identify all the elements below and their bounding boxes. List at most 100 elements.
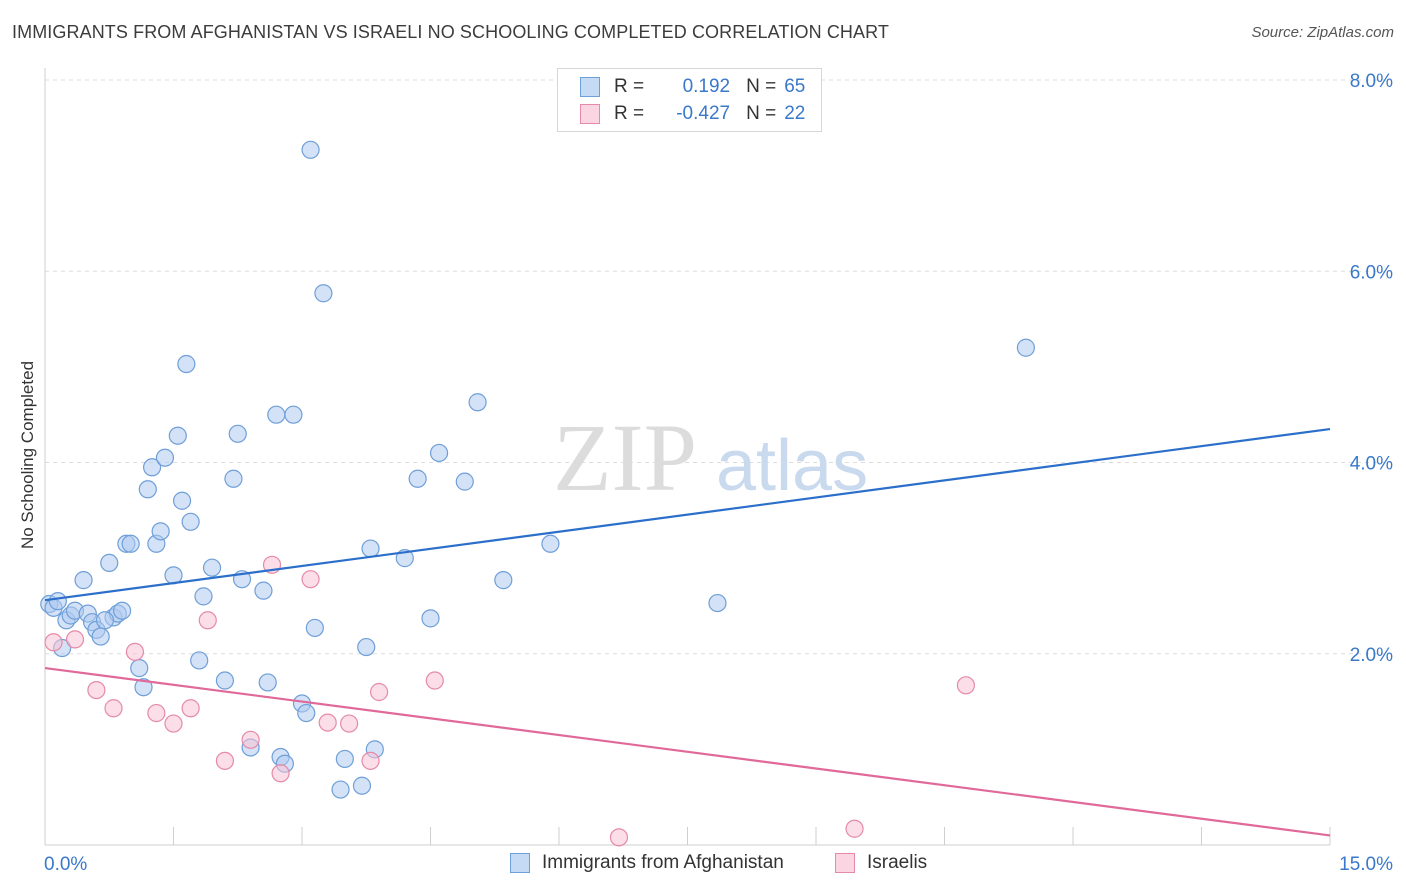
afghanistan-point [254,581,273,600]
afghanistan-point [1016,338,1035,357]
legend-r-value: 0.192 [682,76,731,97]
afghanistan-point [301,140,320,159]
afghanistan-point [494,571,513,590]
gridlines [45,79,1392,655]
afghanistan-point [177,354,196,374]
axes [44,68,1331,846]
afghanistan-point [134,678,153,697]
israelis-point [164,714,183,733]
source-credit: Source: ZipAtlas.com [1251,24,1394,41]
afghanistan-point [361,539,380,558]
legend-n-value: 22 [784,103,806,124]
israelis-point [318,713,337,732]
x-tick-label: 15.0% [1339,854,1393,875]
afghanistan-point [190,651,209,670]
legend-n-label: N = [746,103,777,124]
afghanistan-point [95,611,115,630]
israelis-point [181,699,200,718]
afghanistan-point [357,637,376,657]
afghanistan-point [202,558,222,577]
afghanistan-point [168,426,187,445]
legend-n-value: 65 [784,76,806,97]
israelis-point [44,633,63,652]
afghanistan-point [194,587,213,606]
israelis-point [215,751,234,770]
afghanistan-point [708,593,727,613]
afghanistan-point [172,491,192,510]
israelis-point [425,671,444,690]
afghanistan-point [258,673,277,692]
afghanistan-point [130,658,149,678]
afghanistan-point [455,472,474,491]
israelis-point [125,642,145,661]
legend-label-afghanistan: Immigrants from Afghanistan [542,852,784,873]
israelis-point [609,828,629,847]
legend-swatch-pink [835,853,855,873]
afghanistan-trend-line [44,427,1331,602]
israelis-point [361,751,380,770]
israelis-point [301,570,320,589]
legend-row-israelis: R = -0.427 N = 22 [580,102,805,126]
israelis-point [370,682,389,702]
afghanistan-point [181,512,200,531]
y-tick-label: 2.0% [1350,645,1393,666]
legend-row-afghanistan: R = 0.192 N = 65 [580,75,805,99]
y-tick-label: 6.0% [1350,262,1393,283]
afghanistan-point [352,776,372,795]
x-tick-label: 0.0% [44,854,87,875]
chart-title: IMMIGRANTS FROM AFGHANISTAN VS ISRAELI N… [12,22,890,42]
afghanistan-point [429,443,449,463]
afghanistan-point [421,609,440,628]
afghanistan-point [331,780,350,799]
afghanistan-point [138,480,157,499]
afghanistan-point [267,405,286,424]
israelis-point [340,714,359,733]
afghanistan-point [541,534,560,553]
afghanistan-point [121,534,140,553]
afghanistan-point [74,571,93,590]
israelis-point [845,819,864,838]
stats-legend: R = 0.192 N = 65 R = -0.427 N = 22 [557,68,822,132]
y-tick-label: 4.0% [1350,454,1393,475]
afghanistan-point [297,703,316,723]
afghanistan-point [468,393,487,412]
legend-item-afghanistan: Immigrants from Afghanistan [510,852,784,874]
watermark-zip: ZIP [553,404,697,511]
afghanistan-point [228,424,247,443]
afghanistan-point [335,749,354,769]
legend-swatch-pink [580,104,600,124]
afghanistan-point [305,618,324,638]
legend-label-israelis: Israelis [867,852,928,873]
afghanistan-point [151,522,170,541]
legend-item-israelis: Israelis [835,852,927,874]
afghanistan-point [91,627,110,646]
legend-swatch-blue [510,853,530,873]
legend-r-label: R = [614,103,645,124]
watermark-atlas: atlas [716,426,868,506]
israelis-point [65,630,85,649]
afghanistan-point [155,448,175,467]
afghanistan-point [408,469,427,488]
israelis-point [956,676,976,695]
afghanistan-point [215,671,234,690]
israelis-point [271,764,290,783]
legend-r-label: R = [614,76,645,97]
legend-r-value: -0.427 [676,103,731,124]
afghanistan-point [142,458,162,477]
trend-lines [44,427,1331,837]
tick-labels: 2.0% 4.0% 6.0% 8.0% 0.0% 15.0% [44,71,1393,875]
afghanistan-point [112,601,132,620]
israelis-point [241,730,260,749]
afghanistan-point [314,284,333,303]
israelis-point [104,699,123,718]
afghanistan-point [100,553,119,573]
afghanistan-point [48,592,67,611]
data-points [40,140,1035,847]
israelis-point [147,703,166,723]
legend-swatch-blue [580,77,600,97]
israelis-point [198,611,217,630]
afghanistan-point [224,469,243,488]
afghanistan-point [284,405,303,424]
legend-n-label: N = [746,76,777,97]
